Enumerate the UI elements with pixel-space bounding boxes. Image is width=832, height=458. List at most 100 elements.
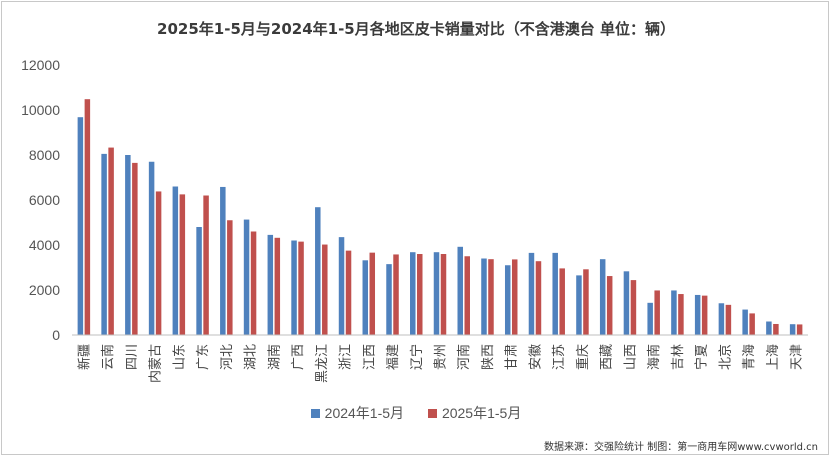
bar-2024-8: [267, 234, 274, 336]
y-tick-label: 6000: [29, 192, 60, 208]
bar-2024-24: [647, 302, 653, 335]
y-tick-label: 8000: [29, 147, 60, 163]
bar-2025-27: [725, 304, 732, 335]
bar-2025-20: [559, 268, 565, 335]
bar-2024-30: [789, 324, 796, 335]
x-tick-label: 湖南: [266, 344, 282, 370]
y-axis-ticks: 0 2000 4000 6000 8000 10000 12000: [21, 57, 60, 343]
x-tick-label: 吉林: [671, 344, 686, 370]
bar-2025-0: [84, 99, 91, 335]
bar-2025-24: [654, 290, 660, 335]
bar-2025-23: [630, 280, 637, 335]
bar-2024-18: [504, 265, 511, 335]
bar-2024-27: [718, 303, 725, 335]
bar-2025-5: [203, 195, 209, 335]
bar-2025-15: [440, 254, 447, 335]
source-note: 数据来源：交强险统计 制图：第一商用车网www.cvworld.cn: [544, 442, 818, 453]
x-tick-label: 宁夏: [694, 344, 710, 370]
bar-2024-3: [148, 161, 155, 335]
bar-2024-12: [362, 260, 369, 335]
y-tick-label: 2000: [29, 282, 60, 298]
x-tick-label: 山西: [623, 344, 638, 370]
bar-2024-10: [315, 207, 321, 335]
legend-item-2024: 2024年1-5月: [310, 403, 405, 423]
bar-2024-7: [243, 219, 250, 335]
x-tick-label: 陕西: [481, 344, 496, 370]
x-tick-label: 贵州: [434, 344, 449, 370]
x-tick-label: 甘肃: [505, 344, 520, 370]
x-tick-label: 海南: [646, 344, 662, 370]
x-tick-label: 云南: [100, 344, 116, 370]
legend-swatch-2024: [310, 408, 320, 418]
x-tick-label: 北京: [718, 344, 733, 370]
bar-2024-23: [623, 271, 630, 335]
bar-2024-13: [386, 264, 392, 336]
x-tick-label: 新疆: [76, 344, 92, 370]
bar-2025-25: [678, 294, 684, 335]
bar-2025-3: [155, 191, 162, 335]
bar-2025-19: [535, 261, 542, 335]
bar-2024-5: [196, 227, 202, 335]
y-tick-label: 12000: [21, 57, 60, 73]
y-tick-label: 10000: [21, 102, 60, 118]
legend-label-2025: 2025年1-5月: [441, 405, 522, 421]
bar-2024-2: [125, 155, 131, 335]
bar-2024-21: [576, 275, 582, 336]
legend: 2024年1-5月 2025年1-5月: [0, 403, 832, 423]
bar-2025-28: [749, 313, 755, 335]
x-tick-label: 青海: [742, 344, 757, 370]
x-tick-label: 辽宁: [409, 344, 425, 370]
bar-2025-17: [488, 259, 494, 335]
x-tick-label: 江西: [362, 344, 377, 370]
x-tick-label: 上海: [766, 344, 781, 370]
bar-2025-8: [274, 237, 281, 335]
bar-2024-4: [172, 186, 179, 335]
x-tick-label: 重庆: [575, 344, 591, 370]
bar-2025-7: [250, 231, 257, 335]
bar-2025-11: [345, 250, 352, 336]
x-tick-label: 西藏: [600, 344, 615, 370]
x-tick-label: 天津: [790, 344, 805, 370]
bar-2025-29: [773, 323, 779, 335]
bar-2025-30: [796, 324, 803, 335]
x-tick-label: 湖北: [244, 344, 259, 370]
x-axis-ticks: 新疆 云南 四川 内蒙古 山东 广东 河北 湖北 湖南 广西 黑龙江 浙江 江西 福建 辽宁 贵州 河南 陕西 甘肃…: [76, 344, 804, 383]
bar-2025-2: [132, 162, 138, 336]
bar-2025-6: [227, 220, 233, 335]
bar-2024-25: [671, 290, 677, 335]
bar-2024-26: [694, 294, 701, 335]
bar-2024-19: [528, 252, 535, 336]
bar-2025-22: [606, 276, 613, 335]
bar-2024-0: [77, 117, 84, 335]
bar-2025-14: [417, 254, 423, 335]
x-tick-label: 浙江: [339, 344, 354, 370]
legend-label-2024: 2024年1-5月: [324, 405, 405, 421]
bar-2025-9: [298, 241, 304, 336]
x-tick-label: 广东: [196, 344, 211, 370]
bar-2025-18: [511, 259, 518, 335]
x-tick-label: 内蒙古: [148, 344, 164, 383]
x-tick-label: 山东: [172, 344, 187, 370]
x-tick-label: 福建: [386, 344, 401, 370]
bar-2024-29: [766, 321, 772, 335]
bar-2024-1: [101, 153, 107, 336]
bar-2024-9: [291, 240, 297, 335]
bar-2024-17: [481, 258, 487, 335]
x-tick-label: 黑龙江: [315, 344, 330, 383]
bar-2024-15: [433, 252, 440, 335]
x-tick-label: 河北: [220, 344, 235, 370]
x-tick-label: 江苏: [551, 344, 567, 370]
bar-2024-14: [410, 252, 416, 335]
bar-2025-10: [322, 244, 328, 335]
x-tick-label: 四川: [125, 344, 140, 370]
bar-2025-1: [108, 147, 114, 335]
x-tick-label: 广西: [291, 344, 306, 370]
bars: [77, 99, 803, 336]
bar-2024-22: [599, 259, 606, 335]
legend-item-2025: 2025年1-5月: [427, 403, 522, 423]
x-tick-label: 安徽: [528, 344, 543, 370]
chart-title: 2025年1-5月与2024年1-5月各地区皮卡销量对比（不含港澳台 单位：辆）: [157, 20, 675, 38]
bar-2025-4: [179, 194, 186, 336]
